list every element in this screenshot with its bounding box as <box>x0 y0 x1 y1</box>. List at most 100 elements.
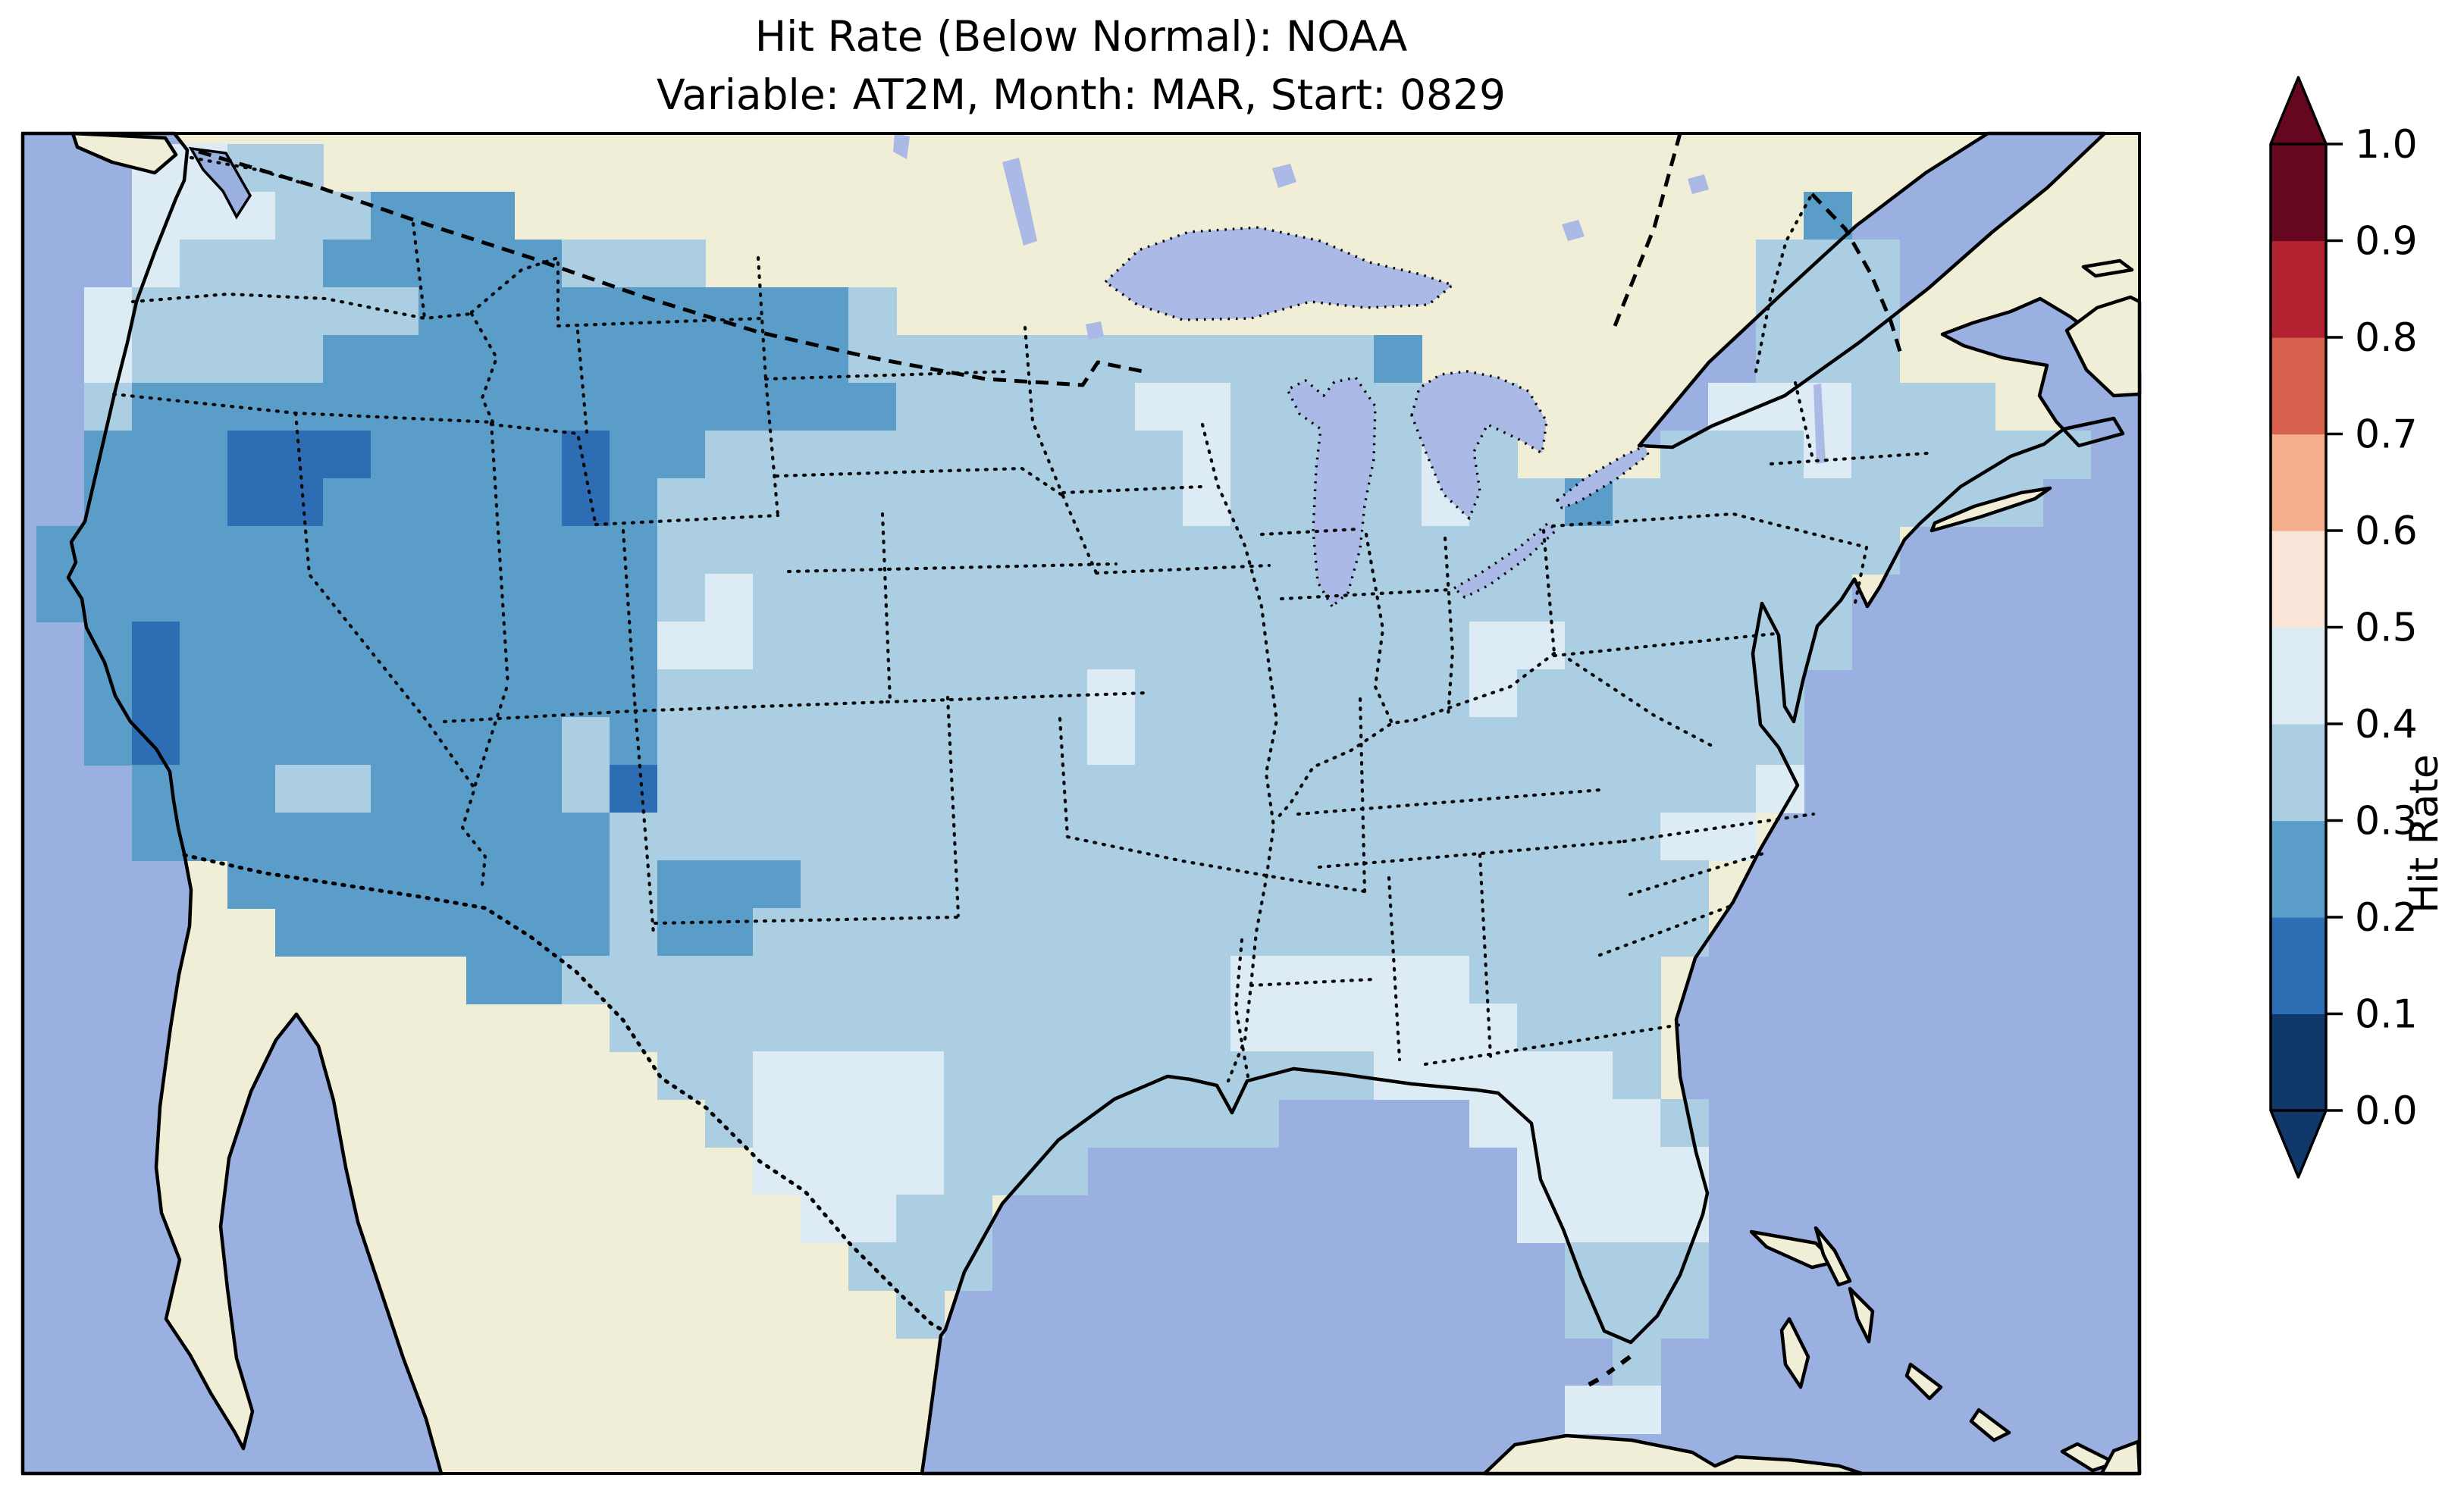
hit-rate-cell <box>1851 431 1900 479</box>
hit-rate-cell <box>371 192 419 240</box>
hit-rate-cell <box>1183 431 1231 479</box>
lake-michigan <box>1286 376 1377 608</box>
hit-rate-cell <box>1135 574 1183 622</box>
hit-rate-cell <box>419 860 467 909</box>
hit-rate-cell <box>1756 478 1804 527</box>
hit-rate-cell <box>1613 908 1661 957</box>
hit-rate-cell <box>1039 526 1088 575</box>
hit-rate-cell <box>1613 1195 1661 1243</box>
hit-rate-cell <box>514 431 563 479</box>
hit-rate-cell <box>896 526 945 575</box>
hit-rate-cell <box>1087 622 1136 670</box>
colorbar-tick-label: 0.2 <box>2355 895 2418 941</box>
florida-keys-dashes <box>1580 1355 1632 1391</box>
hit-rate-cell <box>1565 1195 1613 1243</box>
hit-rate-cell <box>610 956 658 1004</box>
hit-rate-cell <box>657 240 706 288</box>
hit-rate-cell <box>1660 622 1709 670</box>
hit-rate-cell <box>1660 813 1709 861</box>
canadian-lakes <box>893 133 1826 464</box>
hit-rate-cell <box>514 335 563 384</box>
hit-rate-cell <box>1183 669 1231 718</box>
grand-bahama-island <box>1749 1229 1837 1270</box>
hit-rate-cell <box>801 1147 849 1195</box>
hit-rate-cell <box>466 192 515 240</box>
hit-rate-cell <box>705 478 754 527</box>
hit-rate-cell <box>84 478 133 527</box>
hit-rate-cell <box>753 956 801 1004</box>
hit-rate-cell <box>610 765 658 813</box>
hit-rate-cell <box>466 287 515 336</box>
hit-rate-cell <box>1326 622 1375 670</box>
hit-rate-cell <box>896 813 945 861</box>
hit-rate-cell <box>1230 478 1279 527</box>
hit-rate-cell <box>514 622 563 670</box>
hit-rate-cell <box>1183 383 1231 431</box>
hit-rate-cell <box>1708 765 1757 813</box>
hit-rate-cell <box>419 287 467 336</box>
colorbar-segment <box>2271 724 2326 822</box>
hit-rate-cell <box>1183 813 1231 861</box>
hit-rate-cell <box>371 335 419 384</box>
hit-rate-cell <box>1756 431 1804 479</box>
hit-rate-cell <box>944 1004 992 1052</box>
hit-rate-cell <box>705 622 754 670</box>
colorbar-over-arrow <box>2269 76 2328 146</box>
hit-rate-cell <box>848 287 897 336</box>
hit-rate-cell <box>1565 622 1613 670</box>
colorbar-segment <box>2271 337 2326 435</box>
hit-rate-cell <box>227 669 276 718</box>
hit-rate-cell <box>1135 431 1183 479</box>
hit-rate-cell <box>227 765 276 813</box>
hit-rate-cell <box>1326 335 1375 384</box>
hit-rate-cell <box>848 717 897 766</box>
hit-rate-cell <box>992 1051 1040 1100</box>
hit-rate-cell <box>371 669 419 718</box>
hit-rate-cell <box>1087 669 1136 718</box>
hit-rate-cell <box>275 431 324 479</box>
hit-rate-cell <box>227 526 276 575</box>
hit-rate-cell <box>1039 813 1088 861</box>
hit-rate-cell <box>1135 1099 1183 1148</box>
hit-rate-cell <box>1087 335 1136 384</box>
hit-rate-cell <box>1565 860 1613 909</box>
colorbar-segment <box>2271 820 2326 918</box>
hit-rate-cell <box>944 669 992 718</box>
hit-rate-cell <box>1422 765 1470 813</box>
hit-rate-cell <box>419 813 467 861</box>
hit-rate-cell <box>132 669 180 718</box>
hit-rate-cell <box>323 908 371 957</box>
hit-rate-cell <box>1326 669 1375 718</box>
hit-rate-cell <box>466 574 515 622</box>
hit-rate-cell <box>1374 813 1422 861</box>
hit-rate-cell <box>466 335 515 384</box>
long-island <box>1930 486 2052 533</box>
colorbar-axis-label: Hit Rate <box>2402 754 2447 913</box>
colorbar-tick-label: 0.9 <box>2355 219 2418 265</box>
hit-rate-cell <box>180 765 228 813</box>
hit-rate-cell <box>1087 908 1136 957</box>
hit-rate-cell <box>562 717 610 766</box>
figure-titles: Hit Rate (Below Normal): NOAA Variable: … <box>23 8 2140 124</box>
hit-rate-cell <box>1708 478 1757 527</box>
hit-rate-cell <box>801 765 849 813</box>
hit-rate-cell <box>1422 813 1470 861</box>
hit-rate-cell <box>944 1099 992 1148</box>
hit-rate-cell <box>848 860 897 909</box>
hit-rate-cell <box>323 526 371 575</box>
hit-rate-cell <box>801 669 849 718</box>
hit-rate-cell <box>944 813 992 861</box>
hit-rate-cell <box>944 860 992 909</box>
hit-rate-cell <box>610 574 658 622</box>
hit-rate-cell <box>896 622 945 670</box>
hit-rate-cell <box>1230 431 1279 479</box>
hit-rate-cell <box>753 813 801 861</box>
hit-rate-cell <box>1565 1099 1613 1148</box>
hit-rate-cell <box>896 956 945 1004</box>
hit-rate-cell <box>323 669 371 718</box>
hit-rate-cell <box>562 526 610 575</box>
hit-rate-cell <box>610 431 658 479</box>
hit-rate-cell <box>1804 287 1852 336</box>
hit-rate-cell <box>1517 813 1566 861</box>
